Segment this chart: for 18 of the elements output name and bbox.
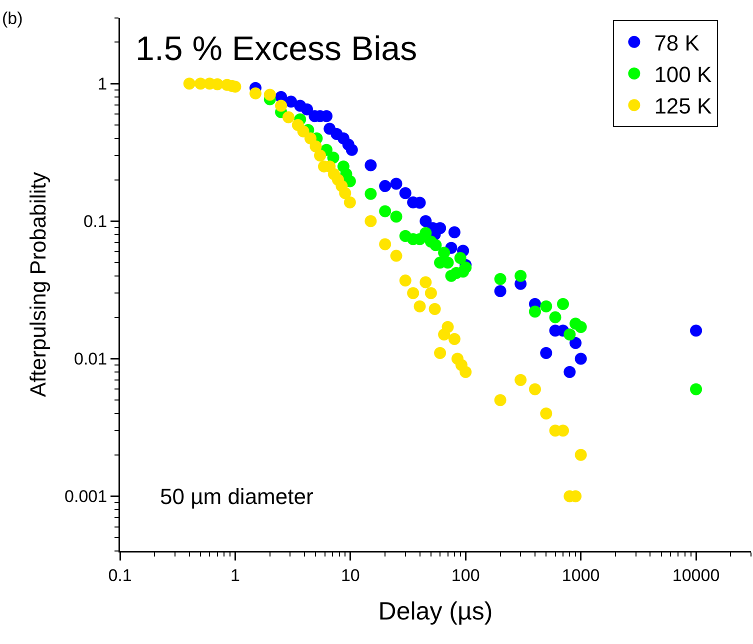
chart-title: 1.5 % Excess Bias [136,30,418,68]
y-tick-label: 0.001 [64,487,108,506]
x-axis-title: Delay (µs) [378,598,493,626]
y-tick-label: 0.1 [83,212,108,232]
annotation: 50 µm diameter [160,484,314,509]
legend-label: 125 K [654,94,712,119]
x-tick-label: 10000 [672,566,720,585]
text: (b) [2,9,23,28]
x-tick-label: 0.1 [108,566,132,585]
x-tick-label: 10 [340,566,360,585]
y-axis-title: Afterpulsing Probability [26,172,51,398]
x-tick-label: 1000 [562,566,600,585]
legend-label: 100 K [654,62,712,88]
legend-label: 78 K [654,30,700,56]
y-tick-label: 0.01 [74,350,108,369]
y-tick-label: 1 [98,74,108,94]
x-tick-label: 100 [451,566,480,585]
x-tick-label: 1 [230,566,240,585]
